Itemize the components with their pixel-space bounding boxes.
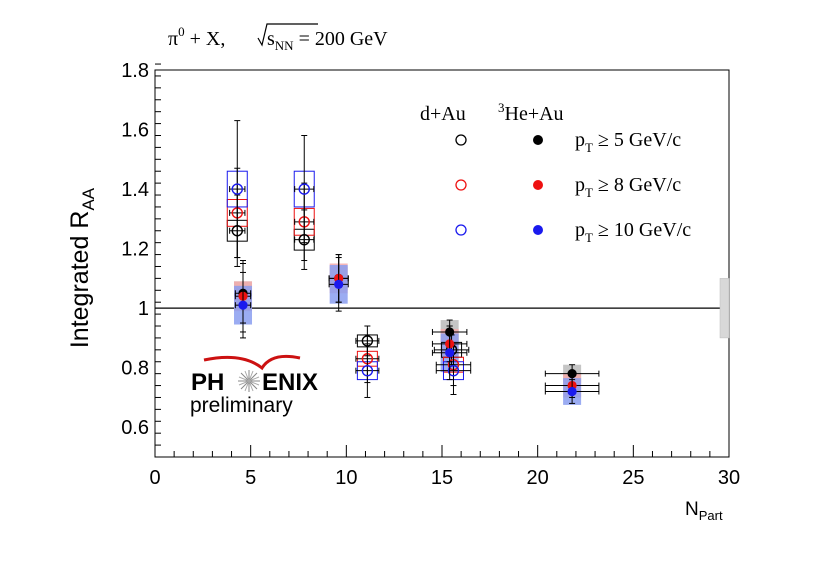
data-point-open (231, 183, 243, 195)
logo-star-icon (238, 370, 260, 392)
legend-marker-dau-5 (455, 134, 467, 146)
legend-marker-heau-5 (533, 135, 543, 145)
axis-ticks: 0 5 10 15 20 25 30 0.6 0.8 1 1.2 1.4 1.6 1.8 (121, 60, 740, 489)
x-tick-label: 5 (245, 467, 256, 489)
phenix-logo: PH ENIX preliminary (190, 354, 318, 417)
data-point-open (298, 183, 310, 195)
chart-title-root: sNN = 200 GeV (267, 28, 388, 53)
data-point-filled (238, 300, 248, 310)
logo-swoosh (203, 354, 301, 371)
y-tick-label: 1.8 (121, 60, 149, 82)
y-tick-label: 1.6 (121, 120, 149, 142)
x-tick-label: 10 (335, 467, 357, 489)
legend-marker-dau-8 (455, 179, 467, 191)
legend-marker-dau-10 (455, 224, 467, 236)
data-point-open (361, 364, 374, 377)
legend-marker-heau-10 (533, 225, 543, 235)
x-tick-label: 0 (149, 467, 160, 489)
data-marks (155, 120, 730, 405)
data-point-filled (445, 348, 455, 358)
legend-label-8: pT ≥ 8 GeV/c (575, 174, 681, 200)
x-tick-label: 25 (622, 467, 644, 489)
data-point-filled (567, 386, 577, 397)
data-point-open (447, 364, 460, 377)
legend-header-dau: d+Au (420, 103, 466, 125)
x-tick-label: 15 (431, 467, 453, 489)
y-tick-label: 1 (138, 298, 149, 320)
legend-label-10: pT ≥ 10 GeV/c (575, 219, 691, 245)
y-tick-label: 0.6 (121, 417, 149, 439)
global-uncertainty-box (719, 278, 730, 339)
y-tick-label: 0.8 (121, 358, 149, 380)
legend: d+Au 3He+Au pT ≥ 5 GeV/c pT ≥ 8 GeV/c pT… (420, 100, 691, 245)
x-tick-label: 20 (527, 467, 549, 489)
y-tick-label: 1.2 (121, 239, 149, 261)
chart-title: π0 + X, (168, 24, 225, 50)
y-axis-label: Integrated RAA (66, 187, 98, 348)
x-axis-label: NPart (685, 499, 723, 523)
logo-word-left: PH (191, 369, 224, 396)
logo-tagline: preliminary (190, 394, 293, 417)
x-tick-label: 30 (718, 467, 740, 489)
logo-word-right: ENIX (262, 369, 318, 396)
data-point-filled (334, 279, 344, 289)
y-tick-label: 1.4 (121, 179, 149, 201)
legend-marker-heau-8 (533, 180, 543, 190)
sqrt-sign (257, 23, 318, 47)
legend-header-heau: 3He+Au (498, 100, 564, 125)
legend-label-5: pT ≥ 5 GeV/c (575, 129, 681, 155)
